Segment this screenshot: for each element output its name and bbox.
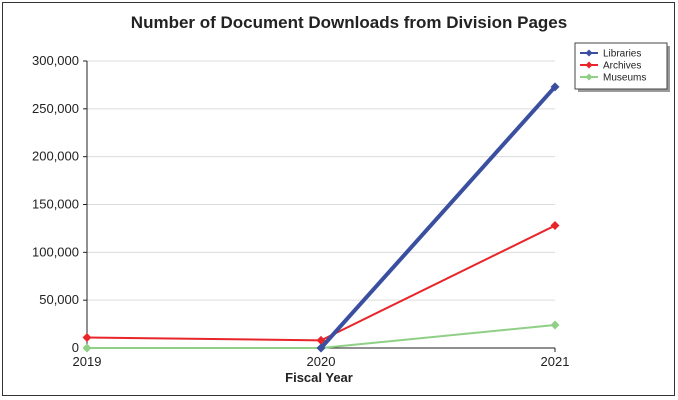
- chart-title: Number of Document Downloads from Divisi…: [131, 13, 567, 32]
- y-tick-label: 100,000: [32, 244, 79, 259]
- chart-frame: Number of Document Downloads from Divisi…: [2, 2, 675, 396]
- y-tick-label: 150,000: [32, 197, 79, 212]
- x-tick-label: 2021: [541, 354, 570, 369]
- series-group: [82, 82, 560, 353]
- legend-marker-museums: [585, 73, 593, 81]
- legend-label-archives: Archives: [603, 61, 641, 72]
- series-line-archives: [86, 224, 556, 342]
- legend-label-libraries: Libraries: [603, 49, 641, 60]
- y-tick-label: 50,000: [39, 292, 79, 307]
- x-tick-label: 2020: [307, 354, 336, 369]
- legend-label-museums: Museums: [603, 73, 646, 84]
- gridlines: [87, 60, 555, 301]
- series-line-libraries: [319, 85, 557, 350]
- y-tick-label: 300,000: [32, 53, 79, 68]
- data-point-museums: [82, 343, 92, 353]
- legend-marker-libraries: [585, 49, 593, 57]
- axes: [83, 60, 556, 352]
- data-point-libraries: [550, 82, 560, 92]
- data-point-libraries: [316, 343, 326, 353]
- y-tick-label: 200,000: [32, 149, 79, 164]
- legend-marker-archives: [585, 61, 593, 69]
- line-chart: Number of Document Downloads from Divisi…: [32, 13, 670, 385]
- y-tick-label: 0: [72, 340, 79, 355]
- y-tick-label: 250,000: [32, 101, 79, 116]
- x-tick-label: 2019: [73, 354, 102, 369]
- x-axis-label: Fiscal Year: [285, 370, 353, 385]
- data-point-museums: [550, 320, 560, 330]
- tick-labels: 0 50,000 100,000 150,000 200,000 250,000 300,0…: [32, 53, 569, 369]
- data-point-archives: [82, 332, 92, 342]
- data-point-archives: [550, 221, 560, 231]
